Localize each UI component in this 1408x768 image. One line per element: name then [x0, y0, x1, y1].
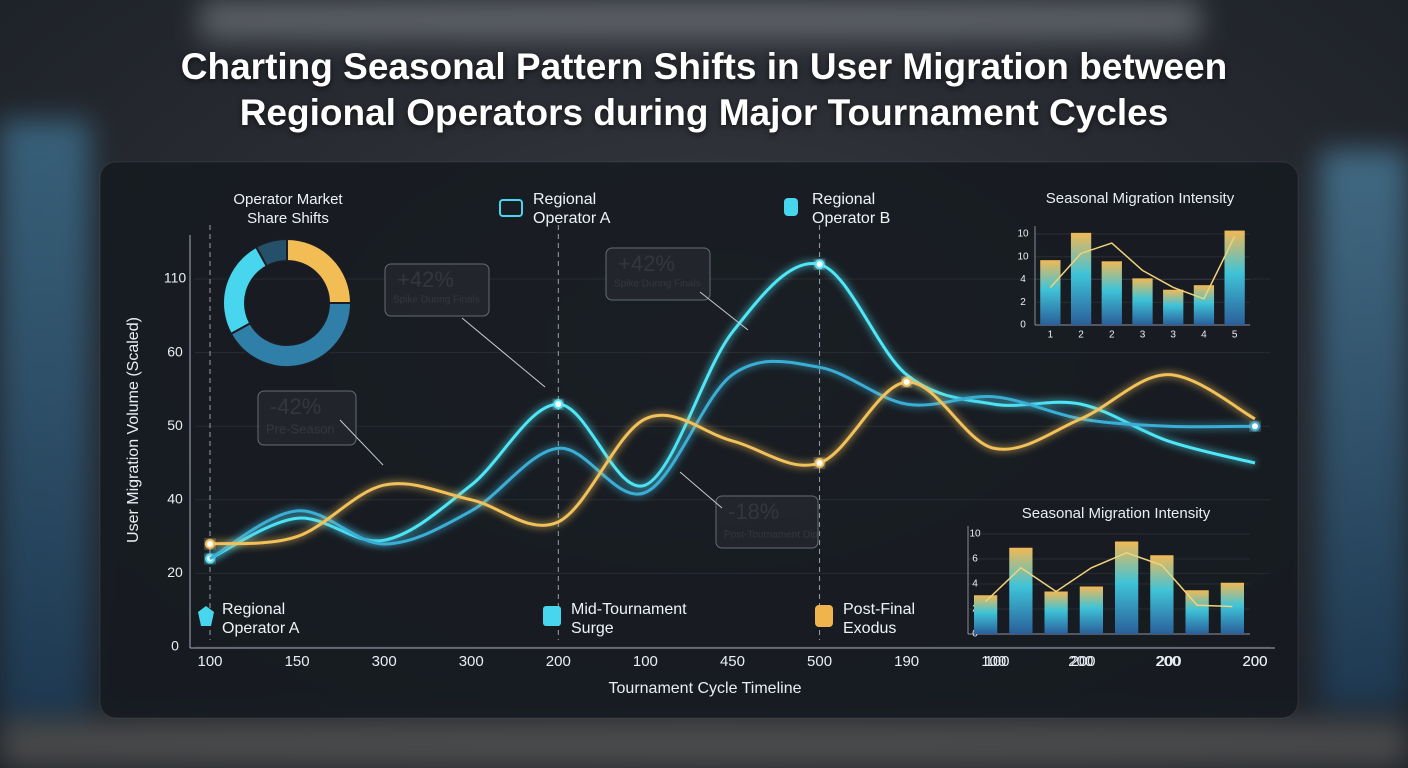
x-tick-label: 450: [720, 653, 745, 670]
y-tick-label: 4: [972, 579, 978, 590]
x-tick-label: 200: [1155, 653, 1180, 670]
y-axis-label: User Migration Volume (Scaled): [125, 317, 142, 543]
bar: [973, 595, 998, 634]
bar: [1220, 582, 1245, 634]
y-tick-label: 0: [972, 629, 978, 640]
point-marker: [814, 259, 825, 270]
series-label: Regional Operator A: [533, 191, 611, 227]
bar: [1070, 232, 1092, 325]
pie-title: Operator Market Share Shifts: [233, 191, 343, 227]
y-tick-label: 50: [167, 417, 183, 433]
bar: [1132, 278, 1153, 325]
y-tick-label: 6: [972, 554, 978, 565]
icons: [198, 198, 833, 627]
x-tick-label: 100: [984, 653, 1009, 670]
y-tick-label: 0: [171, 638, 179, 654]
x-tick-label: 190: [894, 653, 919, 670]
series-line: [209, 373, 1256, 546]
title-line: Charting Seasonal Pattern Shifts in User…: [180, 46, 1228, 87]
y-tick-label: 40: [167, 491, 183, 507]
point-marker: [1249, 421, 1260, 432]
series-label: Regional Operator B: [812, 191, 891, 227]
y-tick-label: 10: [1017, 229, 1029, 240]
background-light: [200, 0, 1200, 40]
x-tick-label: 150: [285, 653, 310, 670]
bar: [1009, 547, 1033, 634]
bar: [1044, 591, 1068, 634]
bar: [1101, 261, 1122, 325]
x-tick-label: 2: [1109, 330, 1115, 341]
y-tick-label: 20: [167, 564, 183, 580]
background-light: [0, 720, 1408, 768]
point-marker: [553, 399, 564, 410]
y-tick-label: 10: [969, 529, 981, 540]
x-tick-label: 500: [807, 653, 832, 670]
y-tick-label: 10: [1017, 251, 1029, 262]
y-tick-label: 60: [167, 343, 183, 359]
x-tick-label: 300: [459, 653, 484, 670]
x-tick-label: 200: [1242, 653, 1267, 670]
x-tick-label: 200: [1068, 653, 1093, 670]
annotation-arrows: [339, 291, 749, 509]
bar-chart-title: Seasonal Migration Intensity: [1046, 190, 1235, 207]
background-light: [0, 120, 90, 720]
series-label: Post-Final Exodus: [843, 601, 916, 637]
x-tick-label: 3: [1170, 330, 1176, 341]
point-marker: [901, 377, 912, 388]
series-line: [209, 359, 1255, 560]
bar: [1224, 230, 1245, 325]
x-tick-label: 1: [1048, 330, 1054, 341]
x-tick-label: 100: [981, 653, 1006, 670]
y-tick-label: 4: [1020, 274, 1026, 285]
pie-segment: [254, 237, 288, 268]
bar: [1079, 586, 1104, 634]
background-light: [1320, 150, 1408, 710]
series-label: Mid-Tournament Surge: [571, 601, 687, 637]
x-tick-label: 5: [1232, 330, 1238, 341]
trend-line: [985, 551, 1233, 608]
y-tick-label: 110: [164, 270, 187, 286]
bar: [1040, 260, 1061, 325]
pie-segment: [229, 302, 353, 368]
x-tick-label: 200: [1242, 653, 1267, 670]
x-axis-label: Tournament Cycle Timeline: [609, 680, 802, 697]
x-tick-label: 2: [1078, 330, 1084, 341]
x-tick-label: 3: [1140, 330, 1146, 341]
y-tick-label: 0: [1020, 320, 1026, 331]
series-line: [209, 261, 1256, 561]
annotation-boxes: [257, 247, 819, 549]
x-tick-label: 4: [1201, 330, 1207, 341]
x-tick-label: 200: [546, 653, 571, 670]
bar: [1185, 590, 1209, 634]
bar-chart-title: Seasonal Migration Intensity: [1022, 505, 1211, 522]
x-tick-label: 200: [1070, 653, 1095, 670]
point-marker: [814, 458, 825, 468]
bar: [1150, 555, 1174, 634]
trend-line: [1049, 235, 1236, 300]
bar: [1163, 289, 1184, 325]
x-tick-label: 200: [1156, 653, 1181, 670]
x-tick-label: 100: [633, 653, 658, 670]
bar: [1114, 541, 1139, 634]
x-tick-label: 100: [197, 653, 222, 670]
y-tick-label: 2: [1020, 297, 1026, 308]
point-marker: [205, 538, 215, 549]
x-tick-label: 300: [372, 653, 397, 670]
title-line: Regional Operators during Major Tourname…: [239, 92, 1169, 133]
bar: [1193, 285, 1215, 325]
series-label: Regional Operator A: [222, 601, 300, 637]
